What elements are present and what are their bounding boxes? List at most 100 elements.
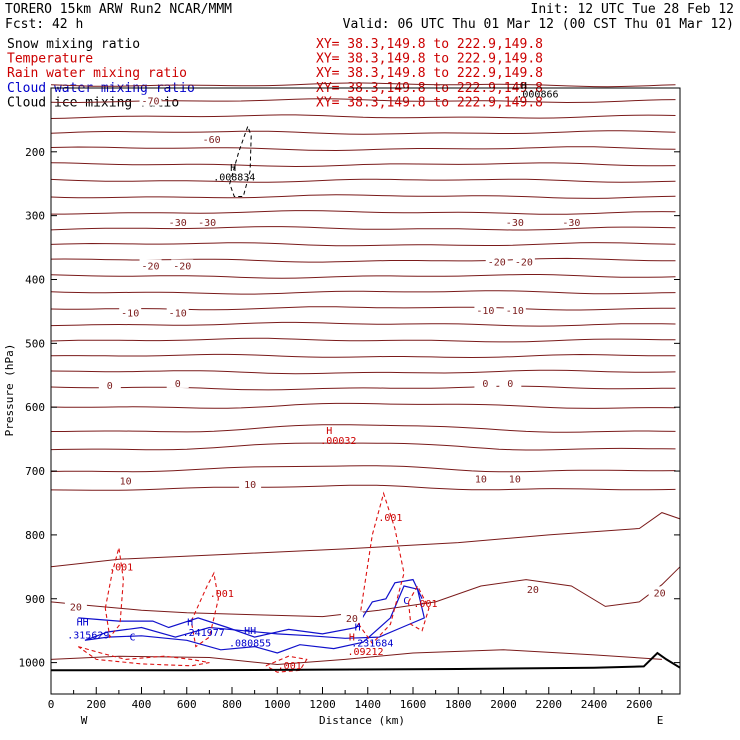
extremum-label: HH (244, 626, 256, 637)
legend-field-name: Snow mixing ratio (7, 37, 140, 52)
isotherm-label: 0 (482, 379, 488, 390)
isotherm-line (51, 424, 676, 433)
isotherm-line (51, 210, 676, 215)
isotherm-label: 0 (107, 381, 113, 392)
rain-water-contour (190, 571, 219, 648)
extremum-label: H (230, 163, 236, 174)
extremum-label: .001 (210, 589, 234, 600)
x-tick-label: 1000 (264, 698, 291, 711)
isotherm-line (50, 337, 676, 343)
legend-field-name: Rain water mixing ratio (7, 66, 187, 81)
x-tick-label: 1400 (355, 698, 382, 711)
extremum-label: H (349, 632, 355, 643)
extremum-label: .001 (378, 513, 402, 524)
isotherm-line (50, 566, 681, 618)
plot-frame (50, 87, 681, 695)
x-tick-label: 1800 (445, 698, 472, 711)
isotherm-label: 20 (70, 602, 82, 613)
isotherm-label: 10 (244, 480, 256, 491)
isotherm-label: -30 (506, 218, 524, 229)
isotherm-label: -30 (198, 218, 216, 229)
isotherm-label-bg (166, 306, 189, 318)
cloud-water-contour (78, 578, 423, 638)
extremum-label: .315629 (67, 630, 109, 641)
rain-water-contour (104, 547, 124, 639)
legend-field-range: XY= 38.3,149.8 to 222.9,149.8 (316, 66, 543, 81)
isotherm-line (50, 290, 676, 295)
isotherm-label-bg (196, 216, 219, 228)
header-forecast-hour: Fcst: 42 h (5, 17, 83, 32)
isotherm-line (50, 162, 676, 168)
isotherm-line (50, 465, 676, 473)
isotherm-label: 0 (507, 379, 513, 390)
isotherm-label: -10 (121, 309, 139, 320)
isotherm-label: -20 (488, 258, 506, 269)
x-axis-label: Distance (km) (319, 714, 405, 727)
x-tick-label: 2000 (490, 698, 517, 711)
isotherm-label: 10 (509, 475, 521, 486)
isotherm-label-bg (171, 259, 194, 271)
x-tick-label: 1600 (400, 698, 427, 711)
isotherm-line (50, 242, 676, 247)
isotherm-label-bg (503, 304, 526, 316)
isotherm-label: 20 (654, 588, 666, 599)
extremum-label: H (355, 623, 361, 634)
isotherm-label-bg (503, 216, 526, 228)
extremum-label: .001 (278, 661, 302, 672)
extremum-label: H (521, 81, 527, 92)
isotherm-label-bg (98, 378, 121, 390)
isotherm-label-bg (512, 255, 535, 267)
extremum-label: C (129, 632, 135, 643)
legend-field-name: Temperature (7, 52, 93, 67)
isotherm-line (50, 353, 676, 359)
x-tick-label: 200 (86, 698, 106, 711)
extremum-label: .008834 (213, 173, 255, 184)
plot-area: -70 -60 -30 -30 -30 -30 -20 -20 -20 -20 -10 -10 -10 -… (50, 81, 681, 695)
isotherm-label: -30 (562, 218, 580, 229)
isotherm-label-bg (469, 472, 492, 484)
y-tick-label: 300 (25, 210, 45, 223)
isotherm-label-bg (119, 306, 142, 318)
isotherm-label-bg (499, 376, 522, 388)
extremum-label: H (187, 618, 193, 629)
isotherm-label: 20 (527, 585, 539, 596)
legend-field-range: XY= 38.3,149.8 to 222.9,149.8 (316, 52, 543, 67)
header-valid-time: Valid: 06 UTC Thu 01 Mar 12 (00 CST Thu … (343, 17, 734, 32)
isotherm-label: -70 (142, 97, 160, 108)
y-tick-label: 400 (25, 274, 45, 287)
moisture-contours (77, 124, 430, 673)
legend-field-name: Cloud ice mixing ratio (7, 95, 179, 110)
isotherm-label: -20 (515, 258, 533, 269)
isotherm-line (50, 321, 676, 327)
extremum-label: H (326, 426, 332, 437)
isotherm-label-bg (521, 583, 544, 595)
extremum-label: .231684 (351, 639, 393, 650)
extremum-label: .001 (109, 563, 133, 574)
isotherm-line (50, 130, 676, 135)
x-axis: 0 200 400 600 800 1000 1200 1400 1600 1800 2000 220… (48, 687, 663, 711)
isotherm-label: 0 (175, 379, 181, 390)
isotherm-label-bg (166, 376, 189, 388)
isotherm-label: -10 (169, 309, 187, 320)
header-title-left: TORERO 15km ARW Run2 NCAR/MMM (5, 2, 232, 17)
y-tick-label: 900 (25, 593, 45, 606)
isotherm-line (50, 512, 681, 568)
x-tick-label: 2200 (536, 698, 563, 711)
header-init-time: Init: 12 UTC Tue 28 Feb 12 (531, 2, 735, 17)
y-tick-label: 500 (25, 337, 45, 350)
terrain-surface-line (51, 651, 681, 672)
isotherm-line (50, 649, 662, 666)
extremum-label: .001 (413, 599, 437, 610)
x-axis-west-marker: W (81, 714, 88, 727)
isotherm-label-bg (474, 376, 497, 388)
contour-labels: -70 -60 -30 -30 -30 -30 -20 -20 -20 -20 -10 -10 -10 -… (64, 94, 671, 625)
isotherm-label: 20 (346, 614, 358, 625)
isotherm-line (50, 114, 676, 119)
x-tick-label: 400 (132, 698, 152, 711)
y-tick-label: 1000 (19, 657, 46, 670)
isotherm-label-bg (166, 216, 189, 228)
isotherm-label-bg (64, 600, 87, 612)
extremum-label: HH (77, 618, 89, 629)
x-tick-label: 0 (48, 698, 55, 711)
